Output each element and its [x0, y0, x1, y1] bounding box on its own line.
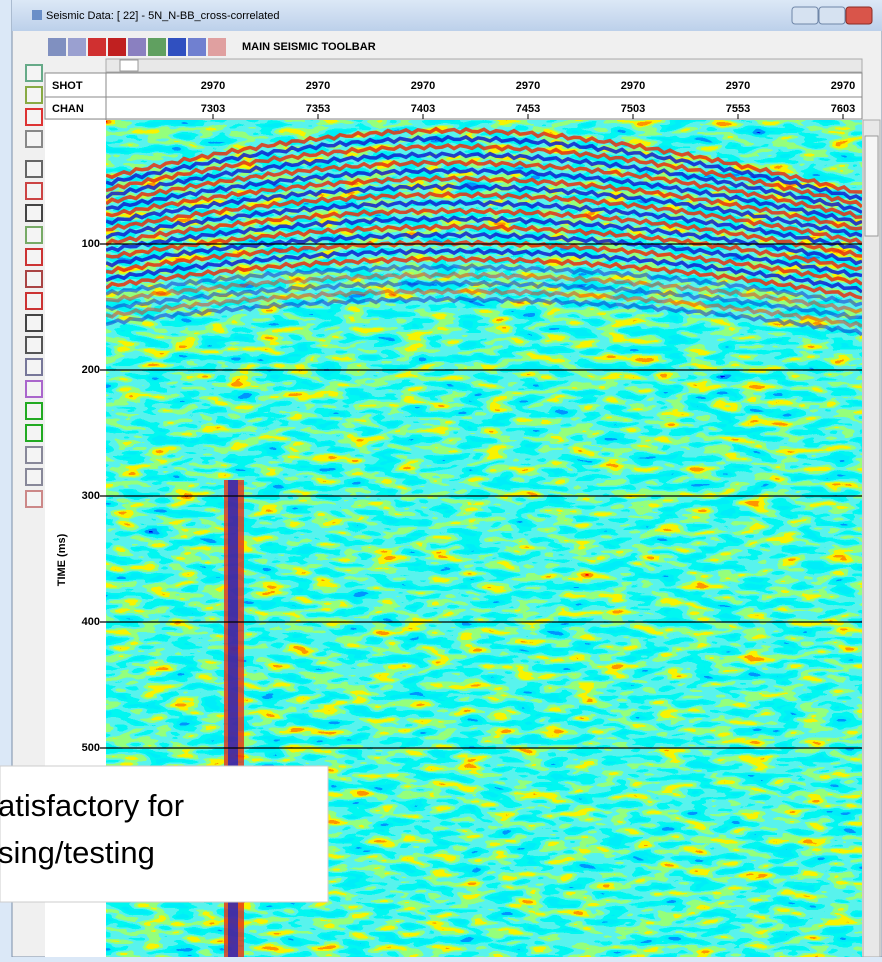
side-tool-button[interactable]: [26, 315, 42, 331]
tool-button[interactable]: [148, 38, 166, 56]
tool-button[interactable]: [128, 38, 146, 56]
time-tick-label: 100: [82, 238, 100, 250]
row-label: SHOT: [52, 80, 83, 92]
side-tool-button[interactable]: [26, 87, 42, 103]
time-tick-label: 400: [82, 616, 100, 628]
app-icon: [32, 10, 42, 20]
page: Seismic Data: [ 22] - 5N_N-BB_cross-corr…: [0, 0, 882, 957]
side-tool-button[interactable]: [26, 491, 42, 507]
maximize-button[interactable]: [819, 7, 845, 24]
overlay-text: sing/testing: [0, 835, 155, 870]
side-tool-button[interactable]: [26, 425, 42, 441]
tool-button[interactable]: [188, 38, 206, 56]
side-tool-button[interactable]: [26, 131, 42, 147]
chan-value: 7553: [726, 103, 750, 115]
close-button[interactable]: [846, 7, 872, 24]
tool-button[interactable]: [68, 38, 86, 56]
scroll-thumb[interactable]: [120, 60, 138, 71]
toolbar-label: MAIN SEISMIC TOOLBAR: [242, 41, 376, 53]
vertical-scrollbar[interactable]: [863, 120, 880, 957]
tool-button[interactable]: [208, 38, 226, 56]
chan-value: 7403: [411, 103, 435, 115]
toolbar-icons: [48, 38, 226, 56]
side-tool-button[interactable]: [26, 205, 42, 221]
side-tool-button[interactable]: [26, 447, 42, 463]
chan-value: 7453: [516, 103, 540, 115]
shot-value: 2970: [831, 80, 855, 92]
chan-value: 7303: [201, 103, 225, 115]
side-tool-button[interactable]: [26, 337, 42, 353]
side-tool-button[interactable]: [26, 403, 42, 419]
side-tool-button[interactable]: [26, 469, 42, 485]
row-label: CHAN: [52, 103, 84, 115]
shot-value: 2970: [621, 80, 645, 92]
window-title: Seismic Data: [ 22] - 5N_N-BB_cross-corr…: [46, 10, 280, 22]
scroll-thumb[interactable]: [865, 136, 878, 236]
side-tool-button[interactable]: [26, 249, 42, 265]
chan-value: 7503: [621, 103, 645, 115]
tool-button[interactable]: [108, 38, 126, 56]
side-tool-button[interactable]: [26, 271, 42, 287]
shot-value: 2970: [411, 80, 435, 92]
side-tool-button[interactable]: [26, 109, 42, 125]
side-tool-button[interactable]: [26, 161, 42, 177]
tool-button[interactable]: [88, 38, 106, 56]
side-tool-button[interactable]: [26, 293, 42, 309]
chan-value: 7353: [306, 103, 330, 115]
overlay-box: [0, 766, 328, 902]
time-axis-label: TIME (ms): [56, 533, 68, 586]
side-toolbar: [26, 65, 42, 507]
side-tool-button[interactable]: [26, 65, 42, 81]
time-tick-label: 500: [82, 742, 100, 754]
minimize-button[interactable]: [792, 7, 818, 24]
shot-value: 2970: [306, 80, 330, 92]
seismic-window: Seismic Data: [ 22] - 5N_N-BB_cross-corr…: [0, 0, 882, 957]
chan-value: 7603: [831, 103, 855, 115]
shot-value: 2970: [516, 80, 540, 92]
horizontal-scrollbar[interactable]: [106, 59, 862, 72]
shot-value: 2970: [726, 80, 750, 92]
shot-value: 2970: [201, 80, 225, 92]
side-tool-button[interactable]: [26, 227, 42, 243]
tool-button[interactable]: [48, 38, 66, 56]
side-tool-button[interactable]: [26, 359, 42, 375]
tool-button[interactable]: [168, 38, 186, 56]
side-tool-button[interactable]: [26, 183, 42, 199]
time-tick-label: 300: [82, 490, 100, 502]
overlay-text: atisfactory for: [0, 788, 184, 823]
time-tick-label: 200: [82, 364, 100, 376]
side-tool-button[interactable]: [26, 381, 42, 397]
